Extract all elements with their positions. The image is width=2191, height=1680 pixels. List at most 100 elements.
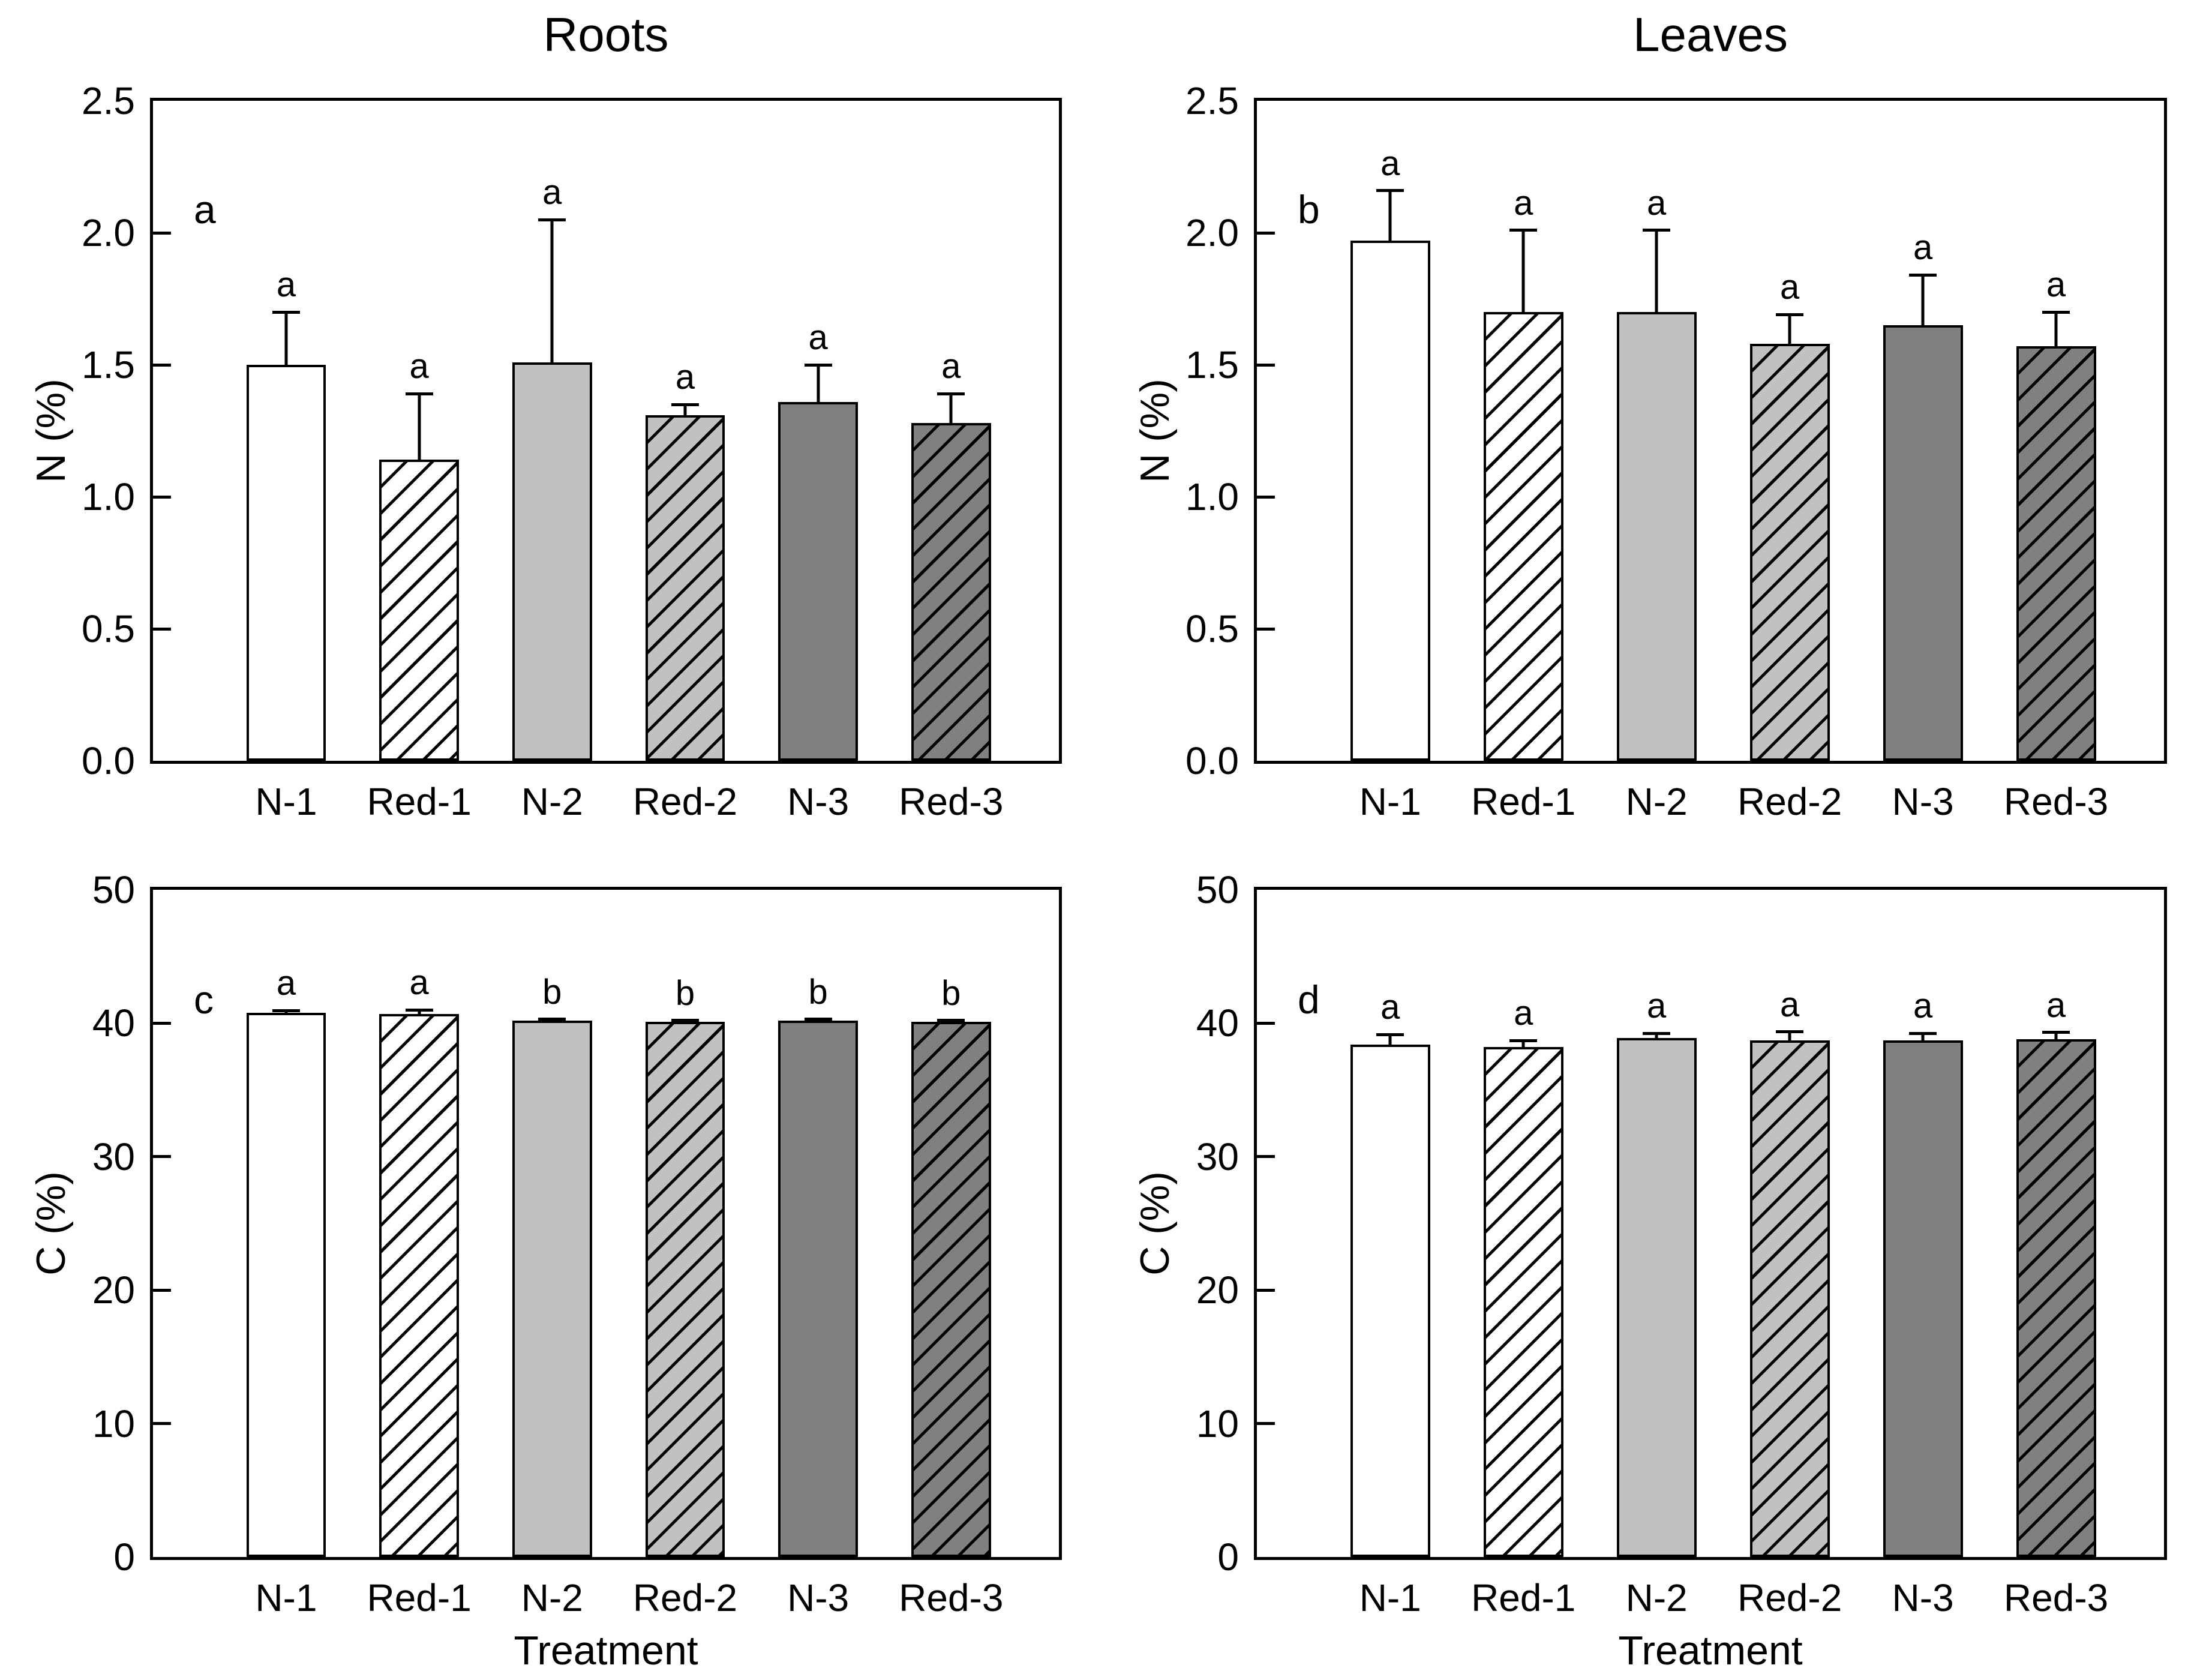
y-tick-label: 40 xyxy=(1196,1001,1239,1045)
significance-letter: a xyxy=(1913,228,1933,268)
x-tick-label-red-2: Red-2 xyxy=(1737,780,1842,823)
error-bar-line xyxy=(1921,275,1925,325)
x-tick-label-n-2: N-2 xyxy=(1625,780,1688,823)
bar-n-1 xyxy=(1350,241,1430,761)
y-tick-mark xyxy=(1257,1288,1275,1292)
bar-n-1 xyxy=(246,365,326,761)
y-tick-mark xyxy=(153,363,171,367)
significance-letter: a xyxy=(1780,268,1800,307)
y-tick-label: 0.5 xyxy=(82,607,135,650)
bar-red-3 xyxy=(2016,1039,2096,1557)
bar-red-2 xyxy=(1749,1040,1830,1557)
error-bar-cap xyxy=(937,392,965,395)
column-title-leaves: Leaves xyxy=(1633,8,1788,61)
y-tick-label: 2.0 xyxy=(82,211,135,254)
panel-d-leaves-c-plot: C (%) d 0 10 20 30 40 50 a N-1 a Red-1 a N-2 a Red-2 a… xyxy=(1132,871,2167,1617)
bar-red-3 xyxy=(911,422,991,761)
y-tick-label: 30 xyxy=(92,1135,135,1178)
y-tick-label: 20 xyxy=(1196,1268,1239,1312)
error-bar-cap xyxy=(405,392,433,395)
error-bar-cap xyxy=(937,1019,965,1022)
y-tick-label: 10 xyxy=(92,1402,135,1445)
error-bar-cap xyxy=(272,310,300,314)
significance-letter: a xyxy=(2046,985,2066,1025)
significance-letter: a xyxy=(409,347,429,386)
error-bar-line xyxy=(1521,1040,1525,1048)
significance-letter: a xyxy=(276,964,296,1003)
bar-red-3 xyxy=(2016,346,2096,761)
error-bar-cap xyxy=(1509,229,1538,232)
y-tick-label: 1.5 xyxy=(82,343,135,386)
panel-letter-d: d xyxy=(1298,977,1320,1022)
y-tick-label: 0.5 xyxy=(1185,607,1239,650)
significance-letter: b xyxy=(941,973,961,1013)
x-tick-label-red-2: Red-2 xyxy=(632,1576,738,1619)
bar-n-2 xyxy=(1616,1037,1697,1557)
error-bar-cap xyxy=(1909,273,1937,277)
error-bar-cap xyxy=(2042,1031,2070,1034)
y-tick-label: 2.0 xyxy=(1185,211,1239,254)
x-tick-label-n-3: N-3 xyxy=(1892,1576,1954,1619)
significance-letter: b xyxy=(675,973,695,1013)
panel-c-roots-c-plot: C (%) c 0 10 20 30 40 50 a N-1 a Red-1 b N-2 b Red-2 b… xyxy=(28,871,1062,1617)
significance-letter: a xyxy=(276,265,296,304)
bar-n-3 xyxy=(1883,1040,1963,1557)
y-tick-mark xyxy=(1257,231,1275,235)
bar-n-2 xyxy=(1616,312,1697,761)
error-bar-line xyxy=(1921,1033,1925,1041)
panel-letter-a: a xyxy=(193,187,216,232)
bar-n-2 xyxy=(512,1020,592,1557)
error-bar-cap xyxy=(1509,1039,1538,1042)
y-tick-mark xyxy=(153,231,171,235)
significance-letter: a xyxy=(1380,143,1400,183)
error-bar-cap xyxy=(538,1018,566,1021)
x-tick-label-n-2: N-2 xyxy=(521,1576,583,1619)
error-bar-cap xyxy=(2042,310,2070,314)
error-bar-cap xyxy=(671,403,699,406)
error-bar-cap xyxy=(1643,229,1671,232)
significance-letter: a xyxy=(808,318,828,357)
x-tick-label-red-1: Red-1 xyxy=(367,780,472,823)
panel-a-roots-n-plot: N (%) a 0.0 0.5 1.0 1.5 2.0 2.5 a N-1 a Red-1 a N-2… xyxy=(28,82,1062,821)
x-tick-label-red-3: Red-3 xyxy=(899,1576,1004,1619)
y-tick-label: 0.0 xyxy=(1185,739,1239,782)
bar-red-2 xyxy=(645,415,725,761)
x-tick-label-red-2: Red-2 xyxy=(632,780,738,823)
y-tick-label: 1.5 xyxy=(1185,343,1239,386)
error-bar-line xyxy=(1388,1034,1392,1045)
error-bar-line xyxy=(1788,314,1791,344)
error-bar-line xyxy=(418,394,421,460)
significance-letter: a xyxy=(1514,183,1533,223)
y-tick-mark xyxy=(1257,627,1275,631)
significance-letter: a xyxy=(1913,986,1933,1026)
y-tick-label: 30 xyxy=(1196,1135,1239,1178)
y-axis-label-n-percent: N (%) xyxy=(1132,379,1178,483)
y-tick-mark xyxy=(1257,1422,1275,1426)
bar-red-1 xyxy=(1483,1047,1563,1557)
bar-red-1 xyxy=(379,1013,460,1557)
bar-red-1 xyxy=(379,460,460,761)
significance-letter: a xyxy=(1380,988,1400,1027)
column-title-roots: Roots xyxy=(543,8,669,61)
error-bar-line xyxy=(683,404,687,415)
x-tick-label-n-2: N-2 xyxy=(1625,1576,1688,1619)
error-bar-cap xyxy=(1909,1031,1937,1035)
x-tick-label-red-3: Red-3 xyxy=(899,780,1004,823)
y-tick-label: 1.0 xyxy=(1185,475,1239,518)
x-tick-label-red-1: Red-1 xyxy=(1471,780,1576,823)
x-tick-label-n-1: N-1 xyxy=(255,780,317,823)
error-bar-cap xyxy=(804,363,832,367)
bar-n-3 xyxy=(778,1020,859,1557)
y-axis-label-n-percent: N (%) xyxy=(28,379,74,483)
error-bar-cap xyxy=(1376,189,1404,193)
significance-letter: a xyxy=(542,173,562,212)
error-bar-line xyxy=(1788,1031,1791,1041)
significance-letter: a xyxy=(1780,985,1800,1024)
bar-n-3 xyxy=(778,401,859,761)
error-bar-line xyxy=(2054,312,2058,347)
x-axis-title-treatment: Treatment xyxy=(514,1628,698,1673)
y-tick-label: 0 xyxy=(1217,1535,1239,1579)
significance-letter: a xyxy=(941,347,961,386)
y-tick-label: 50 xyxy=(1196,868,1239,911)
y-tick-mark xyxy=(1257,1021,1275,1025)
